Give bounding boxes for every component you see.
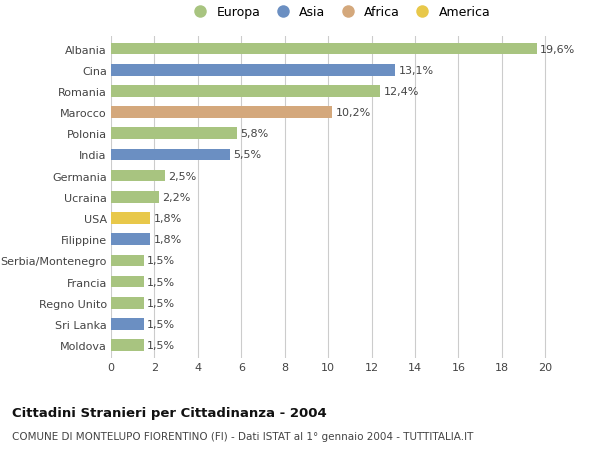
Bar [111, 297, 143, 309]
Text: COMUNE DI MONTELUPO FIORENTINO (FI) - Dati ISTAT al 1° gennaio 2004 - TUTTITALIA: COMUNE DI MONTELUPO FIORENTINO (FI) - Da… [12, 431, 473, 442]
Text: 1,5%: 1,5% [147, 277, 175, 287]
Bar [111, 234, 150, 246]
Bar [111, 128, 237, 140]
Text: 1,5%: 1,5% [147, 256, 175, 266]
Bar [111, 149, 230, 161]
Bar [111, 276, 143, 288]
Text: 1,8%: 1,8% [154, 213, 182, 224]
Text: 12,4%: 12,4% [383, 87, 419, 97]
Bar [111, 191, 159, 203]
Text: 13,1%: 13,1% [399, 66, 434, 76]
Bar [111, 319, 143, 330]
Text: 5,8%: 5,8% [240, 129, 268, 139]
Text: 5,5%: 5,5% [233, 150, 262, 160]
Text: 1,5%: 1,5% [147, 319, 175, 329]
Bar [111, 86, 380, 97]
Legend: Europa, Asia, Africa, America: Europa, Asia, Africa, America [182, 1, 496, 24]
Text: 2,2%: 2,2% [162, 192, 190, 202]
Text: 19,6%: 19,6% [540, 45, 575, 55]
Text: Cittadini Stranieri per Cittadinanza - 2004: Cittadini Stranieri per Cittadinanza - 2… [12, 406, 327, 419]
Text: 2,5%: 2,5% [169, 171, 197, 181]
Text: 1,5%: 1,5% [147, 340, 175, 350]
Bar [111, 44, 536, 55]
Bar [111, 340, 143, 351]
Bar [111, 107, 332, 118]
Text: 10,2%: 10,2% [336, 108, 371, 118]
Text: 1,5%: 1,5% [147, 298, 175, 308]
Text: 1,8%: 1,8% [154, 235, 182, 245]
Bar [111, 255, 143, 267]
Bar [111, 65, 395, 76]
Bar [111, 170, 165, 182]
Bar [111, 213, 150, 224]
